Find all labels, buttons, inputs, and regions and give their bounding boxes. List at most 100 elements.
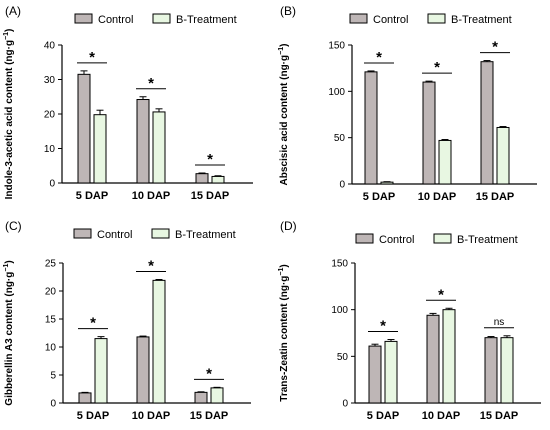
- y-tick-label: 150: [331, 259, 348, 270]
- y-axis-title-close: ): [4, 29, 15, 32]
- significance-label: ns: [494, 317, 505, 328]
- significance-label: *: [376, 49, 382, 66]
- x-tick-label: 5 DAP: [367, 410, 399, 422]
- bar: [368, 345, 382, 404]
- y-tick-label: 50: [334, 133, 346, 144]
- x-tick-label: 15 DAP: [480, 410, 519, 422]
- legend-label: Control: [373, 14, 408, 26]
- y-tick-label: 30: [44, 75, 56, 86]
- legend-label: Control: [379, 234, 414, 246]
- legend-swatch: [433, 233, 452, 244]
- bar: [136, 99, 150, 184]
- chart-panel-4: (D) Control B-Treatment 0 50 100 150 Trans-Zeat…: [278, 219, 541, 422]
- y-tick-label: 40: [44, 41, 56, 52]
- x-tick-label: 5 DAP: [76, 190, 108, 202]
- bar: [194, 391, 208, 404]
- bar: [77, 73, 91, 184]
- y-tick-label: 10: [45, 343, 57, 354]
- legend-label: Control: [97, 229, 132, 241]
- bar: [78, 392, 92, 404]
- bar: [496, 126, 510, 185]
- x-tick-label: 10 DAP: [132, 190, 171, 202]
- y-tick-label: 20: [45, 287, 57, 298]
- x-tick-label: 5 DAP: [77, 410, 109, 422]
- significance-label: *: [206, 365, 212, 382]
- legend-swatch: [151, 228, 170, 239]
- significance-label: *: [90, 315, 96, 332]
- x-tick-label: 5 DAP: [363, 191, 395, 203]
- legend-label: B-Treatment: [457, 234, 518, 246]
- y-tick-label: 10: [44, 144, 56, 155]
- y-axis-title-superscript: −1: [278, 47, 285, 55]
- y-axis-title: Indole-3-acetic acid content (ng·g−1): [3, 29, 15, 200]
- y-tick-label: 0: [50, 399, 56, 410]
- legend-swatch: [73, 228, 92, 239]
- legend-swatch: [152, 13, 171, 24]
- bar: [480, 61, 494, 185]
- bar: [500, 337, 514, 404]
- y-tick-label: 0: [339, 180, 345, 191]
- y-tick-label: 100: [328, 87, 345, 98]
- significance-label: *: [207, 151, 213, 168]
- bar: [195, 173, 209, 184]
- significance-label: *: [492, 39, 498, 56]
- y-axis-title-close: ): [279, 44, 290, 47]
- y-axis-title-text: Abscisic acid content (ng·g: [279, 55, 290, 186]
- y-axis-title-close: ): [4, 260, 15, 263]
- bar: [93, 114, 107, 184]
- bar: [136, 336, 150, 404]
- significance-label: *: [148, 75, 154, 92]
- x-tick-label: 15 DAP: [476, 191, 515, 203]
- significance-label: *: [89, 49, 95, 66]
- significance-label: *: [434, 59, 440, 76]
- significance-label: *: [148, 258, 154, 275]
- legend-swatch: [74, 13, 93, 24]
- legend-swatch: [349, 13, 368, 24]
- y-tick-label: 15: [45, 315, 57, 326]
- panel-label: (A): [5, 4, 21, 18]
- legend-label: B-Treatment: [451, 14, 512, 26]
- y-tick-label: 50: [337, 352, 349, 363]
- legend-swatch: [427, 13, 446, 24]
- significance-label: *: [380, 318, 386, 335]
- x-tick-label: 10 DAP: [418, 191, 457, 203]
- bar: [442, 309, 456, 404]
- bar: [211, 175, 225, 184]
- chart-panel-2: (B) Control B-Treatment 0 50 100 150 Abscisic a…: [278, 4, 537, 203]
- panel-label: (D): [280, 219, 297, 233]
- bar: [438, 139, 452, 185]
- bar: [94, 338, 108, 404]
- y-tick-label: 0: [342, 399, 348, 410]
- bar: [152, 279, 166, 404]
- legend-label: Control: [98, 14, 133, 26]
- legend-swatch: [355, 233, 374, 244]
- y-tick-label: 5: [50, 371, 56, 382]
- y-tick-label: 20: [44, 110, 56, 121]
- x-tick-label: 15 DAP: [190, 410, 229, 422]
- bar: [364, 71, 378, 185]
- bar: [422, 81, 436, 185]
- y-tick-label: 150: [328, 41, 345, 52]
- bar: [384, 340, 398, 404]
- y-tick-label: 25: [45, 259, 57, 270]
- y-axis-title-text: Indole-3-acetic acid content (ng·g: [4, 40, 15, 199]
- bar: [484, 337, 498, 404]
- significance-label: *: [438, 286, 444, 303]
- x-tick-label: 10 DAP: [132, 410, 171, 422]
- panel-label: (C): [5, 219, 22, 233]
- x-tick-label: 15 DAP: [191, 190, 230, 202]
- panel-label: (B): [280, 4, 296, 18]
- chart-panel-3: (C) Control B-Treatment 0 5 10 15 20 25 Gibberell…: [3, 219, 251, 422]
- bar: [426, 314, 440, 404]
- chart-panel-1: (A) Control B-Treatment 0 10 20 30 40 Indole-3-a…: [3, 4, 253, 202]
- x-tick-label: 10 DAP: [422, 410, 461, 422]
- y-axis-title: Gibberellin A3 content (ng·g−1): [3, 260, 15, 405]
- legend-label: B-Treatment: [175, 229, 236, 241]
- bar: [380, 181, 394, 185]
- y-tick-label: 100: [331, 305, 348, 316]
- y-axis-title: Trans-Zeatin content (ng·g−1): [278, 264, 290, 401]
- y-axis-title-text: Trans-Zeatin content (ng·g: [279, 276, 290, 402]
- bar: [152, 111, 166, 184]
- y-axis-title-superscript: −1: [278, 268, 285, 276]
